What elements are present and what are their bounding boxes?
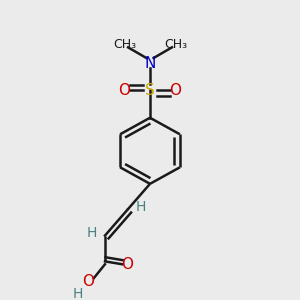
Text: O: O bbox=[169, 83, 181, 98]
Text: O: O bbox=[122, 257, 134, 272]
Text: S: S bbox=[145, 83, 155, 98]
Text: CH₃: CH₃ bbox=[113, 38, 136, 51]
Text: O: O bbox=[118, 83, 130, 98]
Text: H: H bbox=[73, 287, 83, 300]
Text: N: N bbox=[144, 56, 156, 71]
Text: H: H bbox=[86, 226, 97, 240]
Text: CH₃: CH₃ bbox=[164, 38, 187, 51]
Text: O: O bbox=[82, 274, 94, 289]
Text: H: H bbox=[136, 200, 146, 214]
